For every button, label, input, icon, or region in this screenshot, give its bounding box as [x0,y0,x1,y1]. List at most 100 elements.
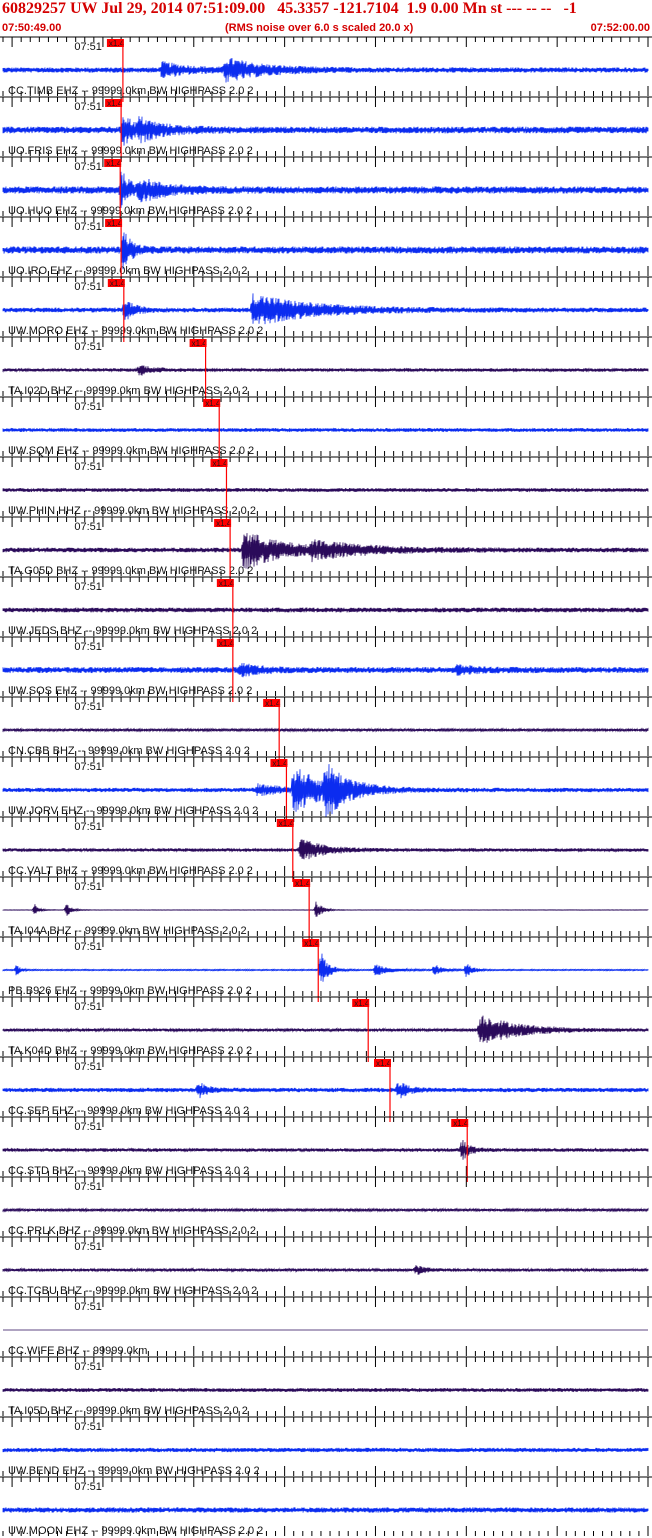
pick-flag [104,159,122,167]
station-row: 07:51 CC.SEP EHZ -- 99999.0km BW HIGHPASS… [0,1056,652,1122]
pick-flag-label: x1.4 [205,399,221,408]
station-row: 07:51 TA.I02D BHZ -- 99999.0km BW HIGHPAS… [0,336,652,402]
minute-tick-label: 07:51 [74,221,102,233]
station-label: UW.SOS EHZ -- 99999.0km BW HIGHPASS 2.0 … [8,685,252,697]
waveform-trace [2,1507,649,1513]
minute-tick-label: 07:51 [74,1241,102,1253]
end-time-label: 07:52:00.00 [590,22,650,34]
station-label: UW.MORO EHZ -- 99999.0km BW HIGHPASS 2.0… [8,325,263,337]
station-label: TA.K04D BHZ -- 99999.0km BW HIGHPASS 2.0… [8,1045,252,1057]
minute-tick-label: 07:51 [74,1181,102,1193]
waveform-trace [2,1207,649,1213]
pick-flag-label: x1.4 [219,579,235,588]
station-row: 07:51 UW.SOS EHZ -- 99999.0km BW HIGHPASS… [0,636,652,702]
waveform-trace [2,427,649,433]
station-label: CC.PRLK BHZ -- 99999.0km BW HIGHPASS 2.0… [8,1225,256,1237]
start-time-label: 07:50:49.00 [2,22,62,34]
station-row: 07:51 UO.HUO EHZ -- 99999.0km BW HIGHPASS… [0,156,652,222]
pick-flag-label: x1.4 [107,99,123,108]
station-row: 07:51 UW.MORO EHZ -- 99999.0km BW HIGHPAS… [0,276,652,342]
station-row: 07:51 TA.I04A BHZ -- 99999.0km BW HIGHPAS… [0,876,652,942]
pick-flag [276,819,294,827]
station-row: 07:51 CC.STD BHZ -- 99999.0km BW HIGHPASS… [0,1116,652,1182]
station-label: UW.JEDS BHZ -- 99999.0km BW HIGHPASS 2.0… [8,625,257,637]
station-row: 07:51 PB.B926 EHZ -- 99999.0km BW HIGHPAS… [0,936,652,1002]
station-label: CN.CBB BHZ -- 99999.0km BW HIGHPASS 2.0 … [8,745,250,757]
waveform-trace [2,232,649,270]
station-label: UW.JORV EHZ -- 99999.0km BW HIGHPASS 2.0… [8,805,258,817]
station-row: 07:51 UW.JORV EHZ -- 99999.0km BW HIGHPAS… [0,756,652,822]
station-label: CC.SEP EHZ -- 99999.0km BW HIGHPASS 2.0 … [8,1105,249,1117]
minute-tick-label: 07:51 [74,1061,102,1073]
minute-tick-label: 07:51 [74,341,102,353]
station-row: 07:51 TA.I05D BHZ -- 99999.0km BW HIGHPAS… [0,1356,652,1417]
station-row: 07:51 CC.TCBU BHZ -- 99999.0km BW HIGHPAS… [0,1236,652,1297]
station-label: TA.I02D BHZ -- 99999.0km BW HIGHPASS 2.0… [8,385,248,397]
pick-flag-label: x1.4 [110,279,126,288]
pick-flag-label: x1.4 [219,639,235,648]
station-row: 07:51 UW.BEND EHZ -- 99999.0km BW HIGHPAS… [0,1416,652,1477]
pick-flag [189,339,207,347]
station-row: 07:51 UW.SQM EHZ -- 99999.0km BW HIGHPASS… [0,396,652,462]
pick-flag [263,699,281,707]
station-label: UW.SQM EHZ -- 99999.0km BW HIGHPASS 2.0 … [8,445,254,457]
waveform-trace [2,953,649,982]
station-row: 07:51 UW.PHIN HHZ -- 99999.0km BW HIGHPAS… [0,456,652,522]
pick-flag-label: x1.4 [109,39,125,48]
waveform-trace [2,839,649,860]
station-label: CC.VALT BHZ -- 99999.0km BW HIGHPASS 2.0… [8,865,253,877]
station-label: CC.TIMB EHZ -- 99999.0km BW HIGHPASS 2.0… [8,85,254,97]
station-row: 07:51 TA.G05D BHZ -- 99999.0km BW HIGHPAS… [0,516,652,582]
station-row: 07:51 TA.K04D BHZ -- 99999.0km BW HIGHPAS… [0,996,652,1062]
minute-tick-label: 07:51 [74,1481,102,1493]
minute-tick-label: 07:51 [74,941,102,953]
waveform-trace [2,1265,649,1275]
pick-flag-label: x1.4 [295,879,311,888]
minute-tick-label: 07:51 [74,881,102,893]
pick-flag [210,459,228,467]
minute-tick-label: 07:51 [74,281,102,293]
station-label: UW.PHIN HHZ -- 99999.0km BW HIGHPASS 2.0… [8,505,256,517]
pick-flag-label: x1.4 [265,699,281,708]
pick-flag [293,879,311,887]
minute-tick-label: 07:51 [74,641,102,653]
pick-flag [451,1119,469,1127]
pick-flag [302,939,320,947]
pick-flag-label: x1.4 [212,459,228,468]
minute-tick-label: 07:51 [74,1361,102,1373]
minute-tick-label: 07:51 [74,101,102,113]
event-title: 60829257 UW Jul 29, 2014 07:51:09.00 45.… [2,0,577,17]
waveform-trace [2,116,649,146]
waveform-trace [2,365,649,376]
waveform-trace [2,607,649,613]
pick-flag-label: x1.4 [279,819,295,828]
minute-tick-label: 07:51 [74,581,102,593]
minute-tick-label: 07:51 [74,161,102,173]
waveform-trace [2,1447,649,1453]
station-row: 07:51 CC.VALT BHZ -- 99999.0km BW HIGHPAS… [0,816,652,882]
station-label: TA.G05D BHZ -- 99999.0km BW HIGHPASS 2.0… [8,565,253,577]
waveform-trace [2,727,649,733]
waveform-trace [2,171,649,209]
pick-flag-label: x1.4 [272,759,288,768]
station-label: UO.FRIS EHZ -- 99999.0km BW HIGHPASS 2.0… [8,145,253,157]
waveform-trace [2,58,649,83]
station-row: 07:51 UO.IRO EHZ -- 99999.0km BW HIGHPASS… [0,216,652,282]
station-row: 07:51 UO.FRIS EHZ -- 99999.0km BW HIGHPAS… [0,96,652,162]
minute-tick-label: 07:51 [74,1301,102,1313]
station-label: UW.MOON EHZ -- 99999.0km BW HIGHPASS 2.0… [8,1525,263,1537]
pick-flag-label: x1.4 [216,519,232,528]
station-label: PB.B926 EHZ -- 99999.0km BW HIGHPASS 2.0… [8,985,252,997]
station-label: UO.HUO EHZ -- 99999.0km BW HIGHPASS 2.0 … [8,205,252,217]
pick-flag-label: x1.4 [354,999,370,1008]
minute-tick-label: 07:51 [74,1121,102,1133]
station-row: 07:51 UW.JEDS BHZ -- 99999.0km BW HIGHPAS… [0,576,652,642]
minute-tick-label: 07:51 [74,41,102,53]
pick-flag [216,639,234,647]
minute-tick-label: 07:51 [74,1001,102,1013]
pick-flag [214,519,232,527]
waveform-trace [2,1083,649,1099]
seismogram-panel: 07:51 CC.TIMB EHZ -- 99999.0km BW HIGHPAS… [0,36,652,1537]
pick-flag-label: x1.4 [376,1059,392,1068]
station-label: TA.I04A BHZ -- 99999.0km BW HIGHPASS 2.0… [8,925,247,937]
